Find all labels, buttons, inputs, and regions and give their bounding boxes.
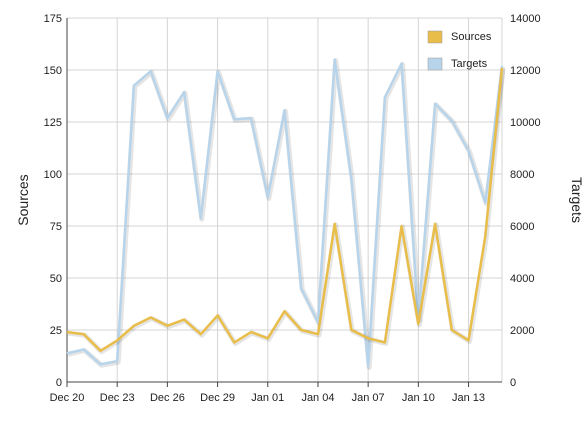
y-right-tick-label: 0	[510, 377, 516, 389]
axis-layer: 0 0 25 2000 50 4000 75 6000 100 8000 125 10000 150 12…	[15, 13, 585, 404]
x-tick-label: Jan 13	[452, 392, 485, 404]
y-left-axis-title: Sources	[15, 174, 31, 225]
y-right-tick-label: 6000	[510, 221, 534, 233]
y-left-tick-label: 50	[50, 273, 62, 285]
legend-sources-swatch	[427, 30, 443, 44]
x-tick-label: Dec 20	[50, 392, 85, 404]
y-right-axis-title: Targets	[569, 177, 585, 223]
y-right-tick-label: 10000	[510, 117, 541, 129]
x-tick-label: Jan 04	[301, 392, 334, 404]
targets-series-line	[66, 58, 504, 368]
y-right-tick-label: 8000	[510, 169, 534, 181]
x-tick-label: Jan 01	[251, 392, 284, 404]
y-left-tick-label: 150	[44, 65, 62, 77]
y-left-tick-label: 0	[56, 377, 62, 389]
legend: Sources Targets	[427, 30, 492, 71]
y-right-tick-label: 14000	[510, 13, 541, 25]
x-tick-label: Jan 10	[402, 392, 435, 404]
y-left-tick-label: 75	[50, 221, 62, 233]
y-right-tick-label: 4000	[510, 273, 534, 285]
x-tick-label: Jan 07	[352, 392, 385, 404]
legend-targets-label: Targets	[451, 58, 488, 70]
legend-targets-swatch	[427, 57, 443, 71]
y-left-tick-label: 175	[44, 13, 62, 25]
y-left-tick-label: 25	[50, 325, 62, 337]
y-left-tick-label: 100	[44, 169, 62, 181]
x-tick-label: Dec 23	[100, 392, 135, 404]
sources-series-line	[66, 67, 504, 353]
y-right-tick-label: 2000	[510, 325, 534, 337]
series-layer	[66, 58, 506, 370]
y-left-tick-label: 125	[44, 117, 62, 129]
x-tick-label: Dec 29	[200, 392, 235, 404]
legend-sources-label: Sources	[451, 31, 492, 43]
y-right-tick-label: 12000	[510, 65, 541, 77]
x-tick-label: Dec 26	[150, 392, 185, 404]
